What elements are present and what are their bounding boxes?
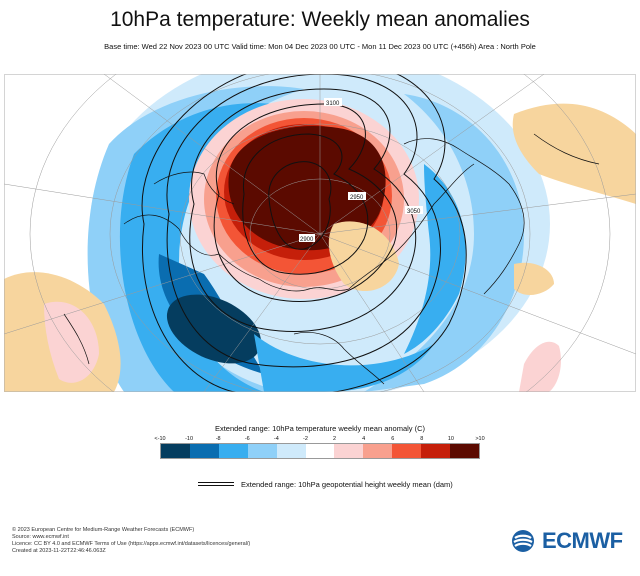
coastlines — [63, 133, 600, 385]
legend-tick-label: 8 — [420, 436, 424, 442]
legend-swatch — [421, 444, 451, 458]
contour-label-2950: 2950 — [350, 195, 364, 201]
legend-tick-label: 4 — [362, 436, 366, 442]
legend-tick-label: >10 — [475, 436, 485, 442]
ecmwf-logo-text: ECMWF — [542, 528, 623, 553]
anomaly-blue-left-mid — [119, 103, 274, 392]
legend-tick-label: 2 — [333, 436, 337, 442]
contour-legend-label: Extended range: 10hPa geopotential heigh… — [241, 480, 453, 489]
legend-swatch — [450, 444, 479, 458]
legend-tick-label: 6 — [391, 436, 395, 442]
map-title: 10hPa temperature: Weekly mean anomalies — [110, 8, 530, 31]
legend-tick-label: -8 — [215, 436, 221, 442]
anomaly-blue-bottom — [254, 334, 434, 392]
legend-tick-label: -6 — [244, 436, 250, 442]
contour-label-3050: 3050 — [407, 209, 421, 215]
legend-swatch — [247, 444, 277, 458]
map-subtitle: Base time: Wed 22 Nov 2023 00 UTC Valid … — [104, 42, 536, 51]
legend-title: Extended range: 10hPa temperature weekly… — [214, 424, 426, 433]
contour-legend-line — [198, 482, 234, 486]
ecmwf-logo: ECMWF — [510, 528, 630, 554]
land-patch-left-pink — [44, 301, 99, 383]
land-patch-right — [512, 103, 636, 204]
legend-swatch — [189, 444, 219, 458]
legend-swatch — [305, 444, 335, 458]
legend-swatch — [276, 444, 306, 458]
pink-patch-bottom-right — [519, 341, 561, 392]
legend-swatch — [161, 444, 190, 458]
legend-swatch — [218, 444, 248, 458]
contour-labels: 3100 2950 3050 2900 — [299, 98, 423, 243]
legend-swatch — [363, 444, 393, 458]
footer-line: © 2023 European Centre for Medium-Range … — [12, 527, 195, 533]
land-patch-right-low — [514, 262, 554, 296]
legend-swatch — [334, 444, 364, 458]
anomaly-warm-core — [228, 126, 386, 251]
legend-swatch — [392, 444, 422, 458]
legend-color-bar — [160, 443, 480, 459]
footer-line: Licence: CC BY 4.0 and ECMWF Terms of Us… — [12, 541, 251, 547]
legend-tick-label: 10 — [447, 436, 454, 442]
footer-credits: © 2023 European Centre for Medium-Range … — [12, 527, 250, 555]
footer-line: Source: www.ecmwf.int — [12, 534, 69, 540]
legend-tick-label: -2 — [303, 436, 308, 442]
anomaly-blue-right-mid — [404, 164, 466, 354]
legend-tick-label: -10 — [185, 436, 194, 442]
contour-label-2900: 2900 — [300, 237, 314, 243]
legend-ticks: <-10 -10 -8 -6 -4 -2 2 4 6 8 10 >10 — [154, 436, 484, 444]
contour-label-3100: 3100 — [326, 101, 340, 107]
anomaly-blue-right — [364, 94, 524, 392]
legend-tick-label: <-10 — [154, 436, 166, 442]
footer-line: Created at 2023-11-22T22:46:46.063Z — [12, 548, 106, 554]
legend-tick-label: -4 — [273, 436, 279, 442]
polar-anomaly-map: 3100 2950 3050 2900 — [4, 74, 636, 392]
ecmwf-logo-icon — [512, 530, 534, 552]
graticule — [4, 74, 636, 392]
